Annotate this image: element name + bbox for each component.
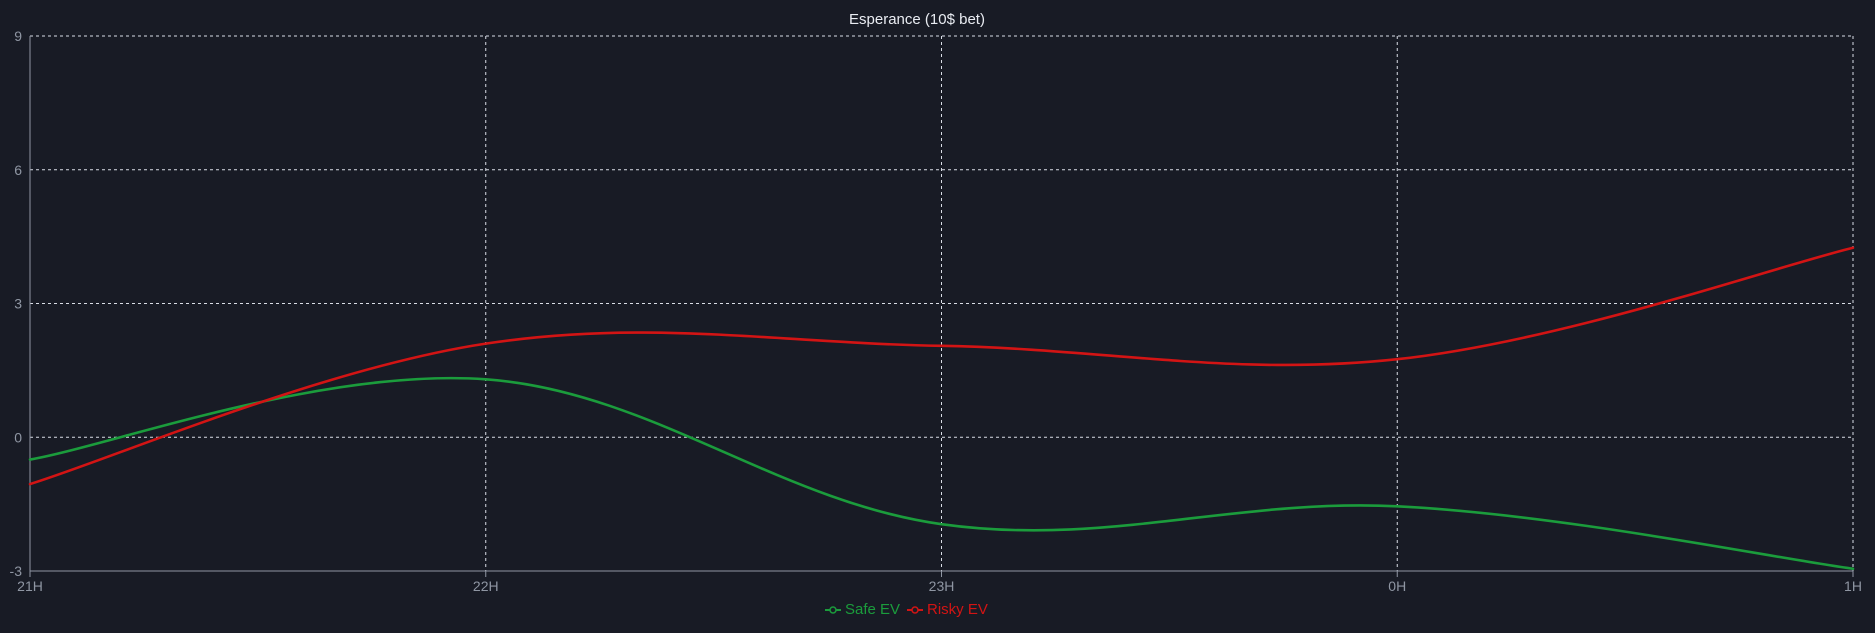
y-tick-label-6: 6 xyxy=(14,162,22,178)
y-tick-label-0: 0 xyxy=(14,429,22,445)
series-point-1-3[interactable] xyxy=(1394,356,1400,362)
series-point-1-2[interactable] xyxy=(939,343,945,349)
x-tick-label-0: 21H xyxy=(17,578,43,594)
legend-marker-icon xyxy=(911,606,919,614)
legend-item-safe-ev[interactable]: Safe EV xyxy=(825,601,900,618)
y-tick-label-3: 3 xyxy=(14,296,22,312)
y-tick-label--3: -3 xyxy=(10,563,23,579)
legend-label-1: Risky EV xyxy=(927,601,988,618)
series-point-1-4[interactable] xyxy=(1850,245,1856,251)
legend: Safe EV Risky EV xyxy=(825,601,988,618)
chart-title: Esperance (10$ bet) xyxy=(849,11,985,28)
series-point-0-1[interactable] xyxy=(483,376,489,382)
legend-label-0: Safe EV xyxy=(845,601,900,618)
series-line-safe-ev xyxy=(28,376,1855,571)
legend-marker-icon xyxy=(829,606,837,614)
grid-lines xyxy=(29,35,1854,571)
series-line-risky-ev xyxy=(28,246,1855,486)
y-tick-label-9: 9 xyxy=(14,28,22,44)
series-point-0-0[interactable] xyxy=(27,457,33,463)
x-tick-label-2: 23H xyxy=(929,578,955,594)
x-tick-label-1: 22H xyxy=(473,578,499,594)
series-point-0-2[interactable] xyxy=(939,521,945,527)
series-point-1-0[interactable] xyxy=(27,481,33,487)
series-point-0-3[interactable] xyxy=(1394,503,1400,509)
series-point-1-1[interactable] xyxy=(483,341,489,347)
x-tick-label-3: 0H xyxy=(1388,578,1406,594)
x-tick-label-4: 1H xyxy=(1844,578,1862,594)
series-point-0-4[interactable] xyxy=(1850,566,1856,572)
legend-item-risky-ev[interactable]: Risky EV xyxy=(907,601,988,618)
